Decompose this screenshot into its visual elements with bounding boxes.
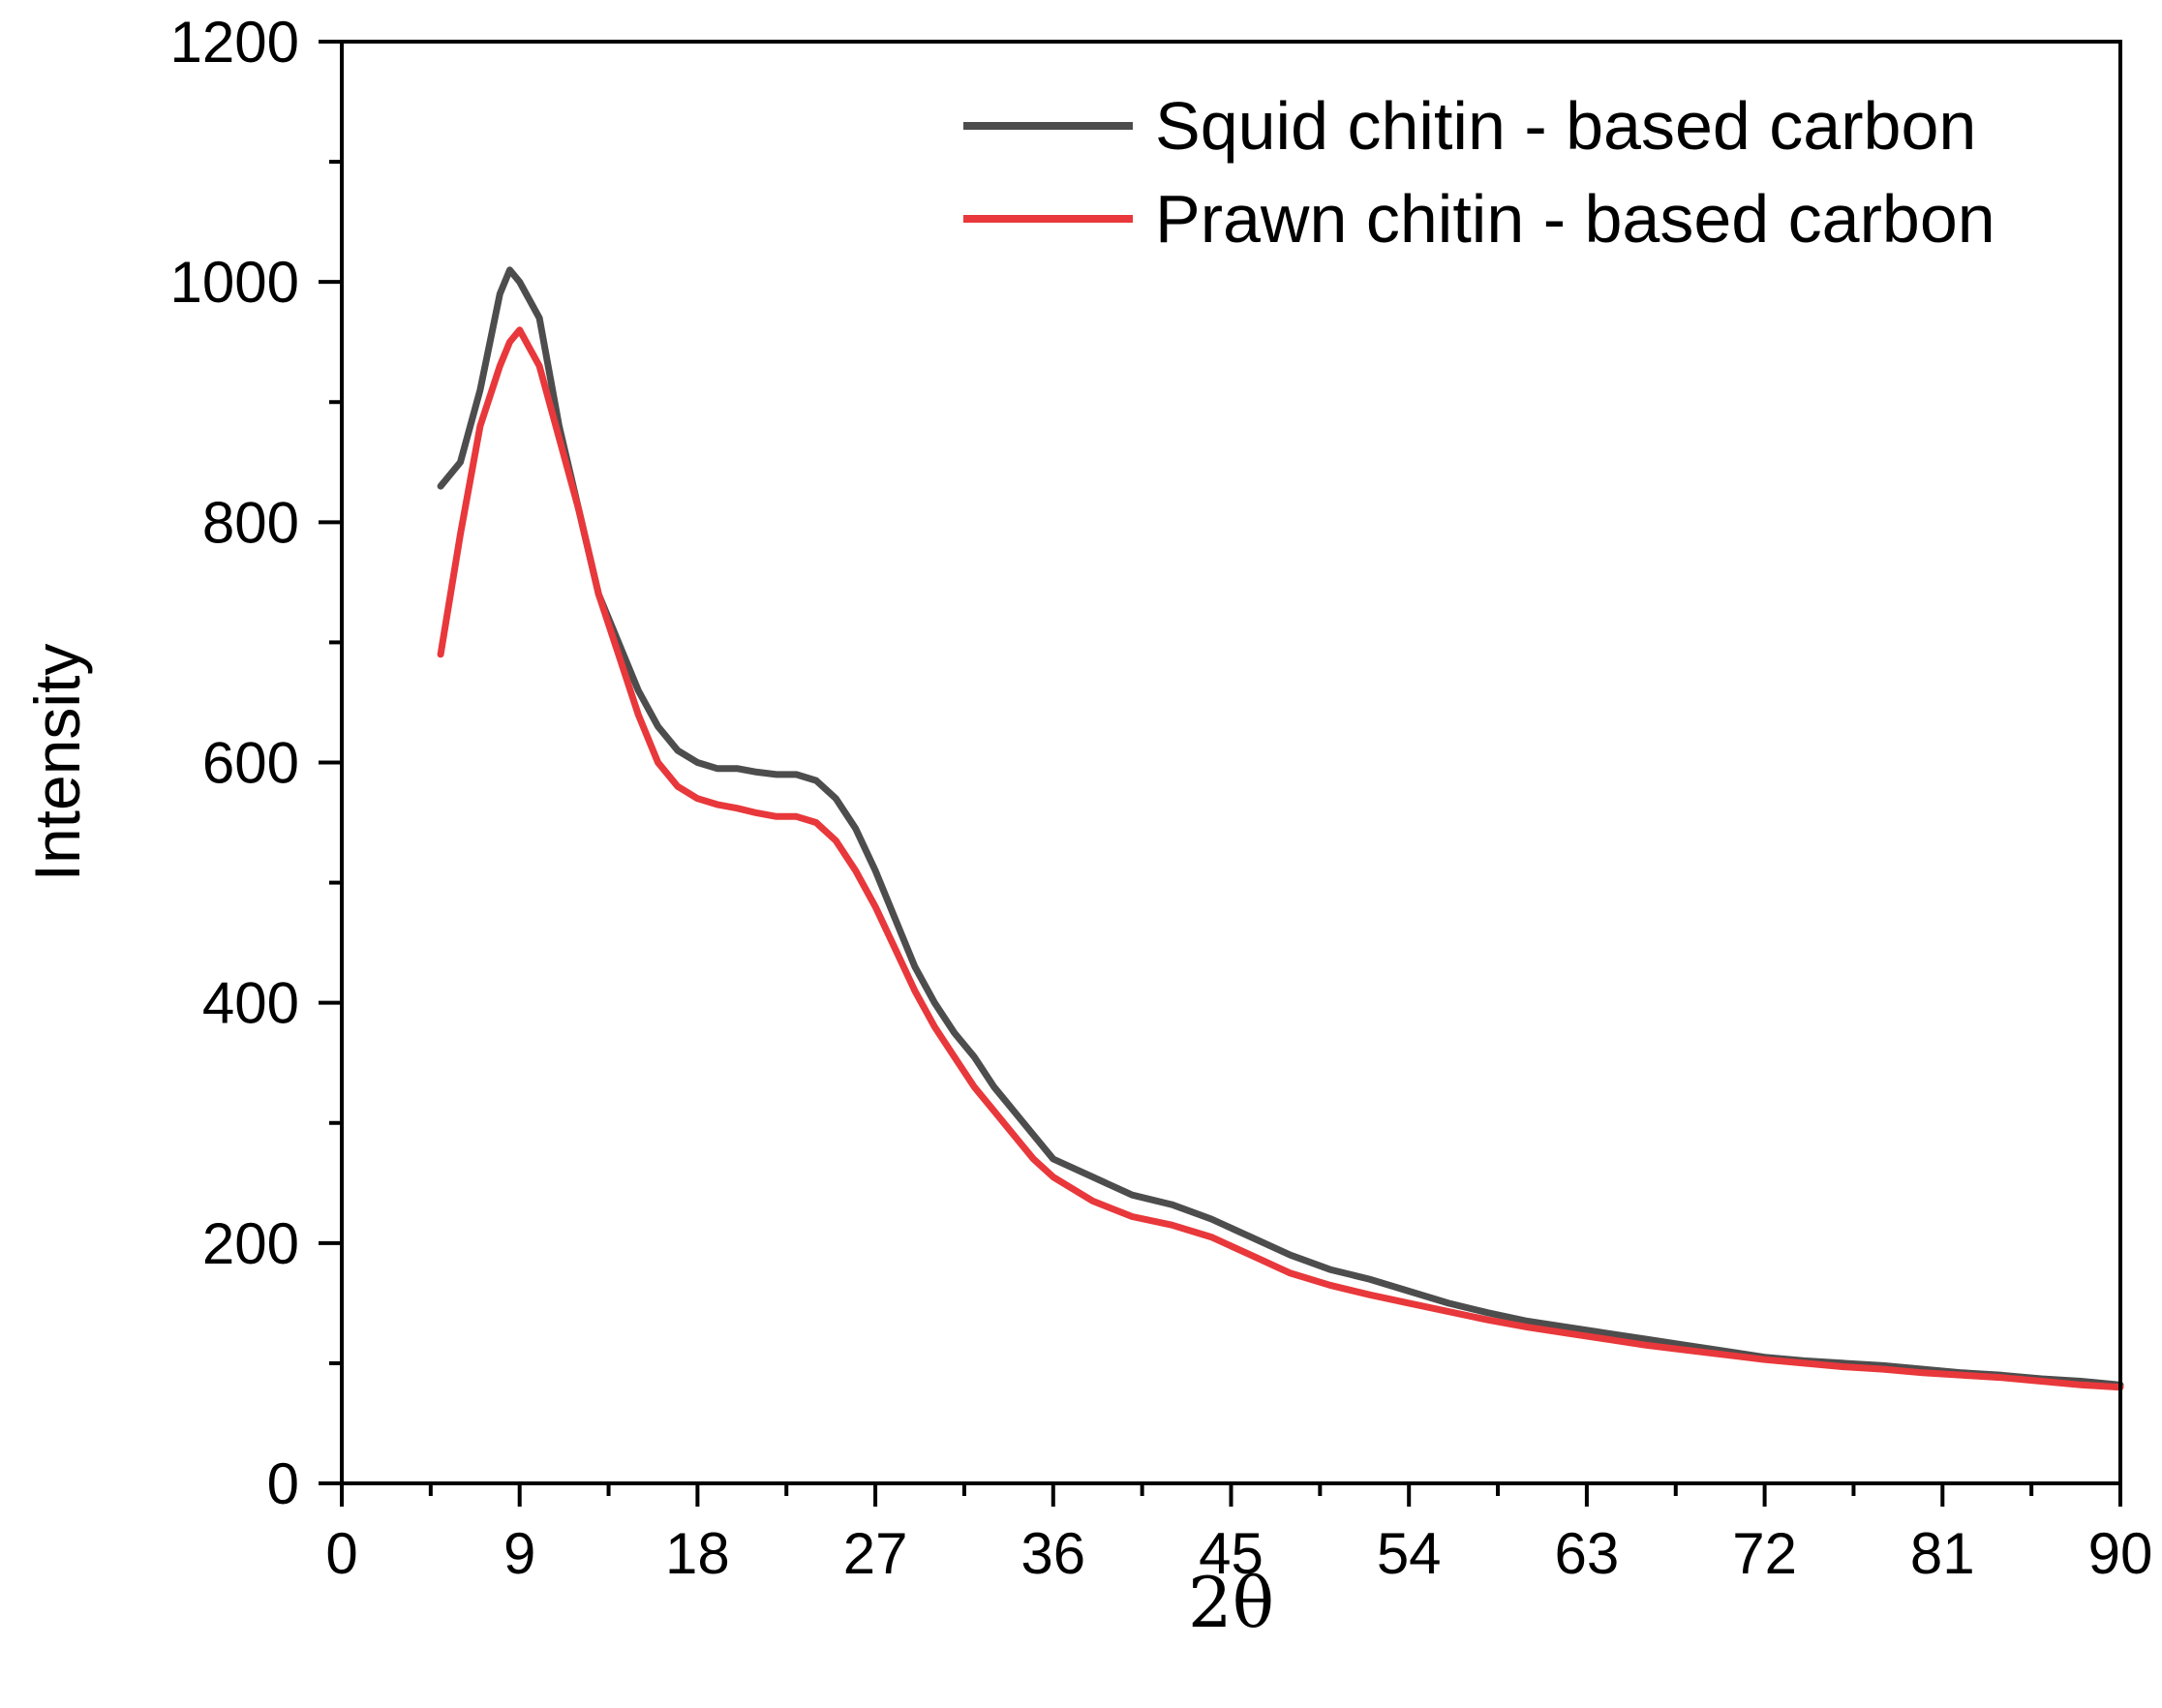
x-axis-ticks: 0 9 18 27 36 45 54 63 72 81 90: [325, 1483, 2152, 1586]
x-tick-label: 9: [503, 1521, 535, 1586]
series-line-prawn: [437, 326, 2124, 1391]
x-tick-label: 54: [1377, 1521, 1442, 1586]
y-tick-label: 200: [202, 1211, 299, 1276]
y-tick-label: 800: [202, 490, 299, 555]
y-tick-label: 600: [202, 731, 299, 796]
y-tick-label: 1000: [170, 250, 299, 315]
y-axis-title: Intensity: [21, 644, 93, 882]
plot-series: [437, 266, 2124, 1391]
plot-frame: [340, 40, 2122, 1485]
x-tick-label: 18: [665, 1521, 730, 1586]
legend-label: Prawn chitin - based carbon: [1155, 181, 1995, 257]
x-axis-title: 2θ: [1188, 1562, 1274, 1643]
legend-label: Squid chitin - based carbon: [1155, 88, 1976, 164]
series-line-squid: [437, 266, 2124, 1388]
y-axis-ticks: 0 200 400 600 800 1000 1200: [170, 10, 342, 1516]
legend: Squid chitin - based carbon Prawn chitin …: [963, 88, 1995, 257]
x-tick-label: 81: [1910, 1521, 1975, 1586]
x-tick-label: 63: [1555, 1521, 1620, 1586]
y-tick-label: 1200: [170, 10, 299, 75]
x-tick-label: 36: [1020, 1521, 1085, 1586]
y-tick-label: 400: [202, 971, 299, 1036]
x-tick-label: 45: [1199, 1521, 1264, 1586]
x-tick-label: 72: [1732, 1521, 1797, 1586]
x-tick-label: 27: [843, 1521, 908, 1586]
y-tick-label: 0: [267, 1451, 299, 1516]
x-tick-label: 0: [325, 1521, 357, 1586]
x-tick-label: 90: [2088, 1521, 2153, 1586]
